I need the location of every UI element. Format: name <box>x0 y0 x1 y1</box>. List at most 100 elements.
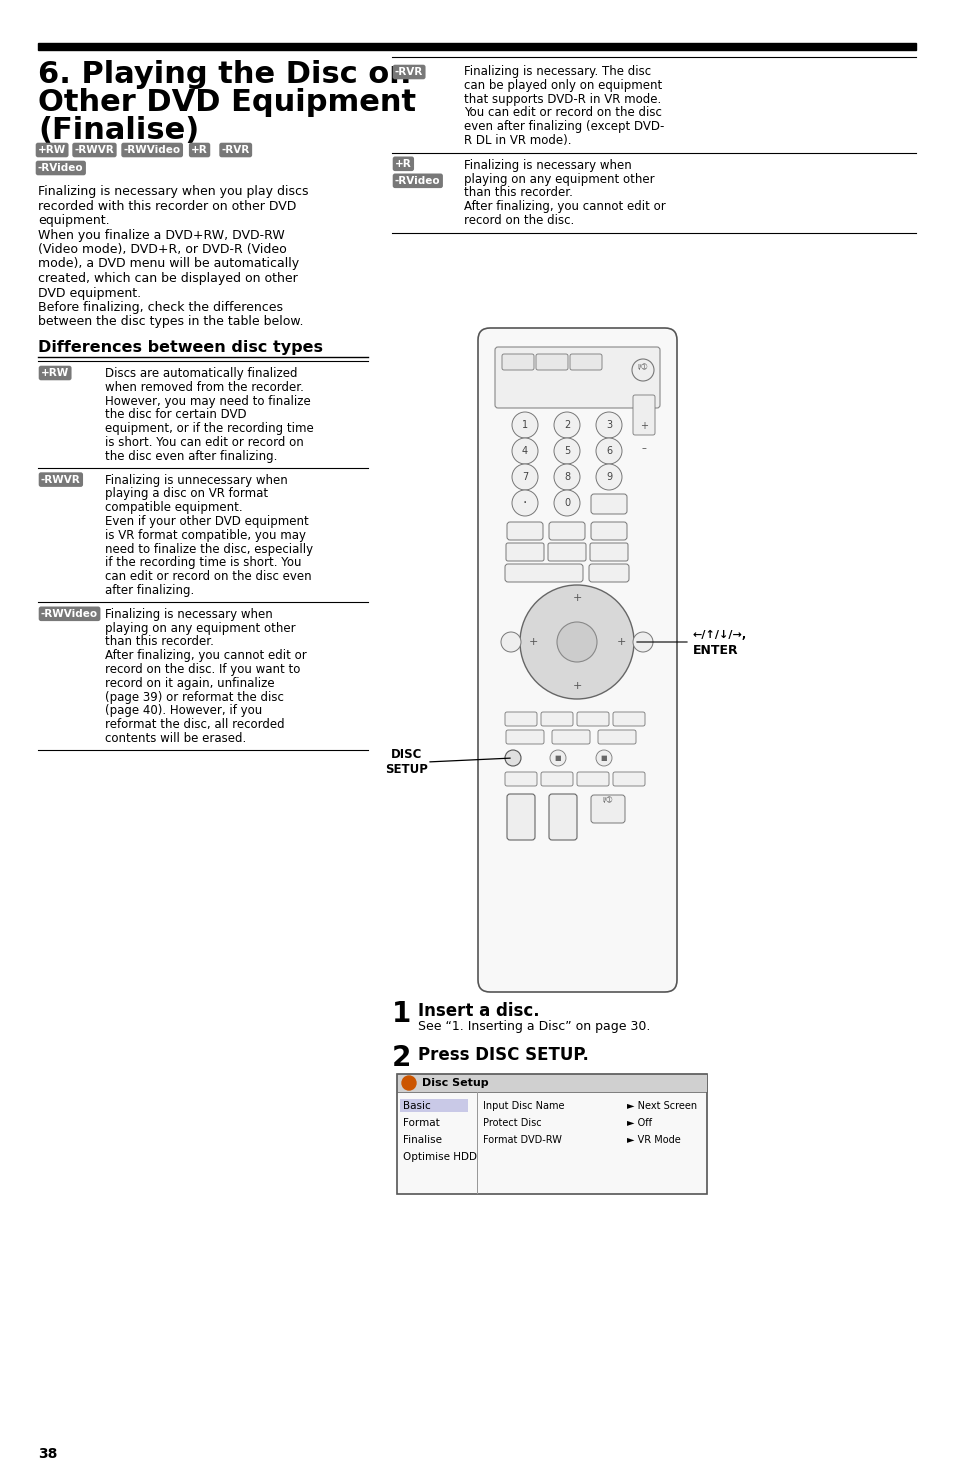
Bar <box>38 43 915 50</box>
Text: Finalizing is necessary when you play discs: Finalizing is necessary when you play di… <box>38 185 308 199</box>
Text: +: + <box>572 593 581 604</box>
Text: if the recording time is short. You: if the recording time is short. You <box>105 556 301 569</box>
Text: even after finalizing (except DVD-: even after finalizing (except DVD- <box>463 120 663 133</box>
Text: Even if your other DVD equipment: Even if your other DVD equipment <box>105 515 309 528</box>
FancyBboxPatch shape <box>505 730 543 744</box>
Text: can edit or record on the disc even: can edit or record on the disc even <box>105 569 312 583</box>
Text: between the disc types in the table below.: between the disc types in the table belo… <box>38 316 303 329</box>
Text: +R: +R <box>395 159 412 169</box>
FancyBboxPatch shape <box>477 328 677 992</box>
FancyBboxPatch shape <box>633 394 655 435</box>
Text: playing a disc on VR format: playing a disc on VR format <box>105 488 268 500</box>
Text: +: + <box>639 421 647 432</box>
Text: when removed from the recorder.: when removed from the recorder. <box>105 381 304 394</box>
FancyBboxPatch shape <box>590 494 626 515</box>
FancyBboxPatch shape <box>504 773 537 786</box>
Text: the disc even after finalizing.: the disc even after finalizing. <box>105 449 277 463</box>
Text: ■: ■ <box>600 755 607 761</box>
Text: (Video mode), DVD+R, or DVD-R (Video: (Video mode), DVD+R, or DVD-R (Video <box>38 243 287 257</box>
Text: reformat the disc, all recorded: reformat the disc, all recorded <box>105 718 284 731</box>
Text: 5: 5 <box>563 446 570 455</box>
Circle shape <box>633 632 652 653</box>
Circle shape <box>512 489 537 516</box>
Circle shape <box>504 750 520 767</box>
Text: -RWVR: -RWVR <box>41 475 81 485</box>
Text: Finalise: Finalise <box>402 1134 441 1145</box>
Text: Differences between disc types: Differences between disc types <box>38 340 323 354</box>
Text: is VR format compatible, you may: is VR format compatible, you may <box>105 529 306 541</box>
Circle shape <box>596 437 621 464</box>
FancyBboxPatch shape <box>590 522 626 540</box>
Bar <box>399 1099 468 1112</box>
FancyBboxPatch shape <box>548 793 577 839</box>
Text: Optimise HDD: Optimise HDD <box>402 1152 476 1163</box>
Text: Discs are automatically finalized: Discs are automatically finalized <box>105 366 297 380</box>
Circle shape <box>512 437 537 464</box>
Text: -RVR: -RVR <box>395 67 423 77</box>
Bar <box>396 1074 706 1194</box>
Text: 6: 6 <box>605 446 612 455</box>
Text: ←/↑/↓/→,: ←/↑/↓/→, <box>692 630 746 641</box>
Text: 8: 8 <box>563 472 570 482</box>
FancyBboxPatch shape <box>504 712 537 727</box>
Circle shape <box>557 621 597 661</box>
Text: Finalizing is unnecessary when: Finalizing is unnecessary when <box>105 473 288 486</box>
Text: -RWVideo: -RWVideo <box>41 610 98 618</box>
Text: that supports DVD-R in VR mode.: that supports DVD-R in VR mode. <box>463 92 660 105</box>
Text: playing on any equipment other: playing on any equipment other <box>105 621 295 635</box>
Text: -RWVR: -RWVR <box>74 145 114 156</box>
Text: 1: 1 <box>392 1000 411 1028</box>
Text: is short. You can edit or record on: is short. You can edit or record on <box>105 436 303 449</box>
FancyBboxPatch shape <box>504 564 582 581</box>
Text: record on the disc.: record on the disc. <box>463 214 574 227</box>
Circle shape <box>401 1077 416 1090</box>
Text: than this recorder.: than this recorder. <box>463 187 572 199</box>
Text: -RVideo: -RVideo <box>395 176 440 185</box>
Text: ·: · <box>522 495 527 510</box>
Text: I/➀: I/➀ <box>638 363 647 371</box>
Text: 3: 3 <box>605 420 612 430</box>
FancyBboxPatch shape <box>577 712 608 727</box>
FancyBboxPatch shape <box>613 712 644 727</box>
Text: Basic: Basic <box>402 1100 431 1111</box>
Text: +RW: +RW <box>38 145 66 156</box>
Text: Format DVD-RW: Format DVD-RW <box>482 1134 561 1145</box>
Text: record on the disc. If you want to: record on the disc. If you want to <box>105 663 300 676</box>
Circle shape <box>596 464 621 489</box>
Text: When you finalize a DVD+RW, DVD-RW: When you finalize a DVD+RW, DVD-RW <box>38 228 284 242</box>
Text: 0: 0 <box>563 498 570 509</box>
Text: See “1. Inserting a Disc” on page 30.: See “1. Inserting a Disc” on page 30. <box>417 1020 650 1034</box>
Circle shape <box>596 412 621 437</box>
Text: created, which can be displayed on other: created, which can be displayed on other <box>38 271 297 285</box>
Text: Disc Setup: Disc Setup <box>421 1078 488 1089</box>
FancyBboxPatch shape <box>613 773 644 786</box>
Circle shape <box>596 750 612 767</box>
Text: +R: +R <box>191 145 208 156</box>
Text: 1: 1 <box>521 420 528 430</box>
Text: 2: 2 <box>563 420 570 430</box>
Text: You can edit or record on the disc: You can edit or record on the disc <box>463 107 661 120</box>
Text: compatible equipment.: compatible equipment. <box>105 501 242 515</box>
Text: 4: 4 <box>521 446 528 455</box>
FancyBboxPatch shape <box>501 354 534 369</box>
Text: Before finalizing, check the differences: Before finalizing, check the differences <box>38 301 283 314</box>
Text: –: – <box>640 443 646 452</box>
Text: ENTER: ENTER <box>692 644 738 657</box>
FancyBboxPatch shape <box>505 543 543 561</box>
Circle shape <box>550 750 565 767</box>
Text: Input Disc Name: Input Disc Name <box>482 1100 564 1111</box>
Text: ► VR Mode: ► VR Mode <box>626 1134 680 1145</box>
Text: Finalizing is necessary when: Finalizing is necessary when <box>463 159 631 172</box>
Text: +: + <box>528 638 537 647</box>
FancyBboxPatch shape <box>536 354 567 369</box>
Text: R DL in VR mode).: R DL in VR mode). <box>463 133 571 147</box>
FancyBboxPatch shape <box>588 564 628 581</box>
Text: record on it again, unfinalize: record on it again, unfinalize <box>105 676 274 690</box>
Text: recorded with this recorder on other DVD: recorded with this recorder on other DVD <box>38 200 296 212</box>
Text: Insert a disc.: Insert a disc. <box>417 1003 539 1020</box>
Text: (Finalise): (Finalise) <box>38 116 199 145</box>
Text: (page 39) or reformat the disc: (page 39) or reformat the disc <box>105 691 284 703</box>
Text: can be played only on equipment: can be played only on equipment <box>463 79 661 92</box>
FancyBboxPatch shape <box>598 730 636 744</box>
Bar <box>396 1074 706 1091</box>
